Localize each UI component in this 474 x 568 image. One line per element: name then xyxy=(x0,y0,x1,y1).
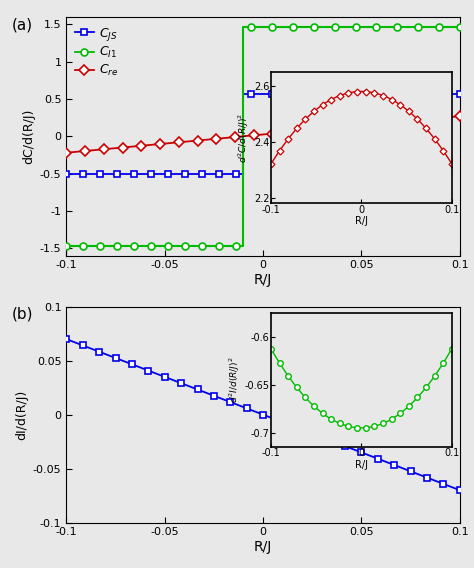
Y-axis label: dI/d(R/J): dI/d(R/J) xyxy=(16,390,29,440)
Text: (b): (b) xyxy=(11,307,33,321)
Text: (a): (a) xyxy=(11,17,32,32)
X-axis label: R/J: R/J xyxy=(254,540,272,554)
X-axis label: R/J: R/J xyxy=(254,273,272,287)
Legend: $C_{JS}$, $C_{I1}$, $C_{re}$: $C_{JS}$, $C_{I1}$, $C_{re}$ xyxy=(73,23,121,81)
Y-axis label: dC/d(R/J): dC/d(R/J) xyxy=(23,108,36,164)
